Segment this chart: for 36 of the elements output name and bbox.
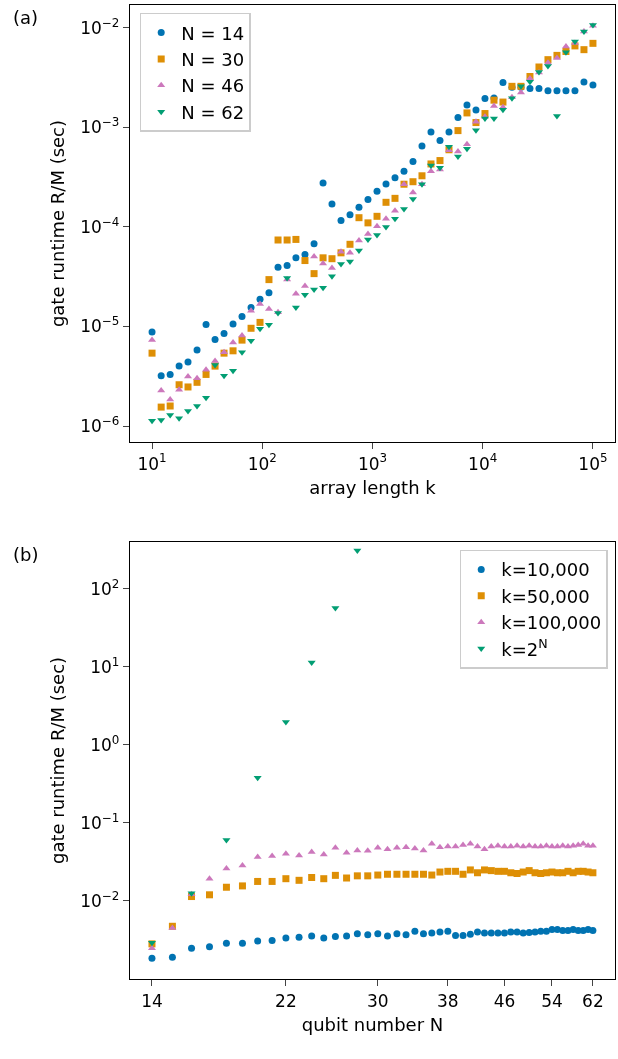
x-tick-label: 46	[493, 990, 516, 1011]
y-tick-label: 10$^{−5}$	[80, 314, 120, 337]
x-tick-label: 30	[366, 990, 389, 1011]
legend-label: k=50,000	[501, 585, 590, 607]
text: (a)	[13, 7, 39, 28]
x-tick-label: 62	[582, 990, 604, 1011]
x-axis-title: qubit number N	[301, 1013, 444, 1035]
y-axis-title: gate runtime R/M (sec)	[47, 119, 69, 328]
y-tick-label: 10$^{2}$	[90, 576, 120, 599]
legend-label: N = 14	[181, 22, 245, 44]
legend-label: k=100,000	[501, 612, 602, 634]
x-tick-label: 14	[141, 990, 163, 1011]
legend-label: k=2$^{N}$	[501, 636, 548, 660]
x-tick-label: 22	[275, 990, 297, 1011]
x-tick-label: 10$^{2}$	[247, 451, 277, 474]
x-tick-label: 54	[541, 990, 563, 1011]
y-tick-label: 10$^{−2}$	[80, 15, 120, 38]
y-tick-label: 10$^{0}$	[90, 732, 120, 755]
legend-label: k=10,000	[501, 559, 590, 581]
x-tick-label: 10$^{5}$	[578, 451, 608, 474]
legend-label: N = 46	[181, 75, 245, 97]
y-tick-label: 10$^{1}$	[90, 654, 120, 677]
legend-label: N = 62	[181, 101, 245, 123]
x-axis-title: array length k	[309, 476, 437, 498]
y-tick-label: 10$^{−1}$	[80, 810, 120, 833]
x-tick-label: 10$^{4}$	[468, 451, 498, 474]
y-tick-label: 10$^{−4}$	[80, 214, 120, 237]
y-axis-title: gate runtime R/M (sec)	[47, 656, 69, 865]
text: (b)	[13, 544, 39, 565]
y-tick-label: 10$^{−3}$	[80, 115, 120, 138]
y-tick-label: 10$^{−6}$	[80, 413, 120, 436]
legend-label: N = 30	[181, 48, 245, 70]
x-tick-label: 10$^{1}$	[137, 451, 167, 474]
x-tick-label: 10$^{3}$	[357, 451, 388, 474]
x-tick-label: 38	[437, 990, 459, 1011]
y-tick-label: 10$^{−2}$	[80, 888, 120, 911]
